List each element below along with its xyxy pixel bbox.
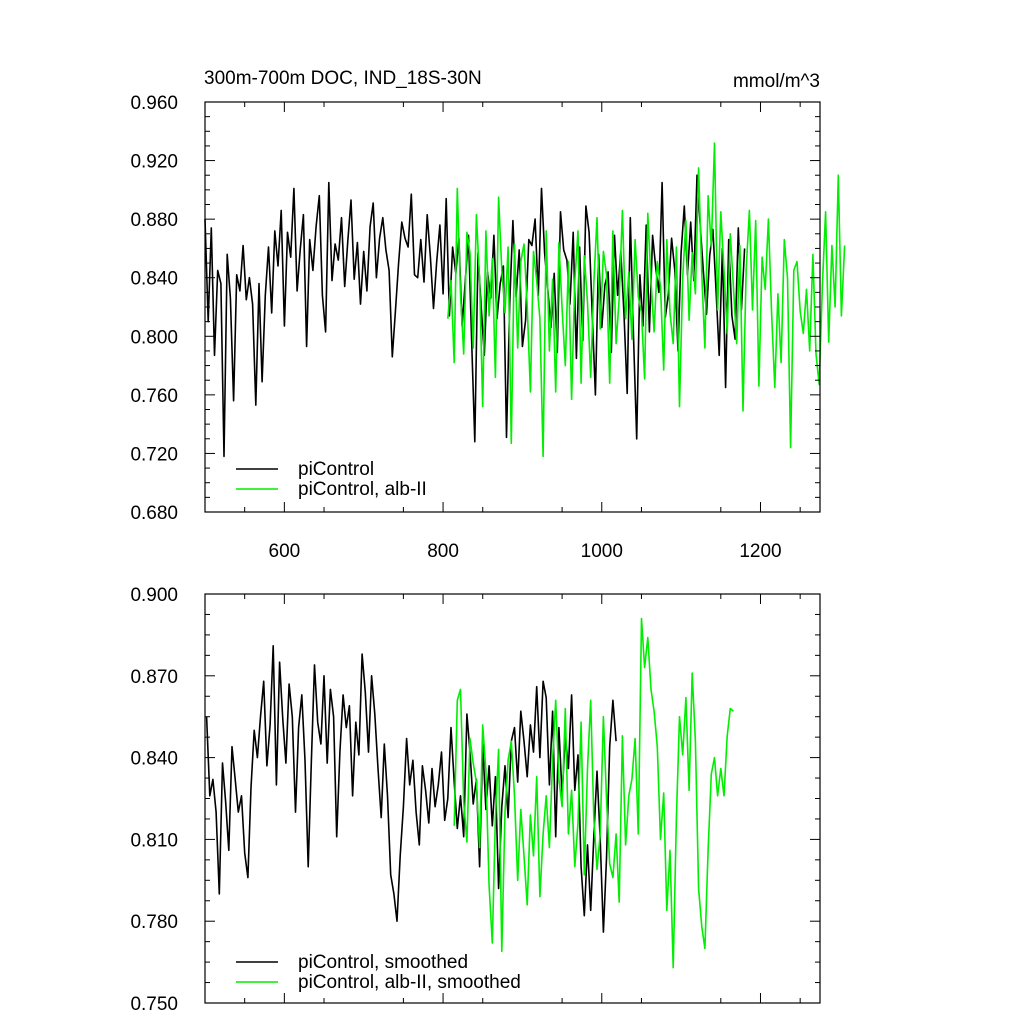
x-tick-label: 600 bbox=[269, 541, 301, 562]
series-line-2 bbox=[453, 617, 735, 969]
y-tick-label: 0.900 bbox=[130, 585, 178, 606]
legend-label-2: piControl, alb-II, smoothed bbox=[298, 972, 521, 993]
y-tick-label: 0.680 bbox=[130, 503, 178, 524]
series-line-1 bbox=[205, 645, 617, 933]
chart-title: 300m-700m DOC, IND_18S-30N bbox=[204, 68, 482, 89]
y-tick-label: 0.780 bbox=[130, 912, 178, 933]
series-line-2 bbox=[447, 142, 846, 458]
chart-panel-2: 0.750 0.780 0.810 0.840 0.870 0.900 piControl,… bbox=[130, 585, 821, 1015]
y-tick-label: 0.960 bbox=[130, 93, 178, 114]
x-tick-label: 1200 bbox=[739, 541, 781, 562]
y-tick-label: 0.760 bbox=[130, 386, 178, 407]
y-tick-label: 0.800 bbox=[130, 327, 178, 348]
legend-label-1: piControl, smoothed bbox=[298, 952, 468, 973]
x-tick-label: 1000 bbox=[581, 541, 623, 562]
x-tick-label: 800 bbox=[427, 541, 459, 562]
chart-panel-1: 0.680 0.720 0.760 0.800 0.840 0.880 0.920 0.960… bbox=[130, 68, 846, 562]
y-tick-label: 0.920 bbox=[130, 152, 178, 173]
y-tick-label: 0.840 bbox=[130, 749, 178, 770]
units-label: mmol/m^3 bbox=[733, 71, 820, 92]
series-line-1 bbox=[204, 174, 746, 458]
plot-frame bbox=[204, 593, 821, 1004]
y-tick-label: 0.750 bbox=[130, 994, 178, 1015]
y-tick-label: 0.870 bbox=[130, 667, 178, 688]
y-tick-label: 0.840 bbox=[130, 269, 178, 290]
y-tick-label: 0.720 bbox=[130, 444, 178, 465]
legend-label-1: piControl bbox=[298, 459, 374, 480]
y-tick-label: 0.880 bbox=[130, 210, 178, 231]
y-tick-label: 0.810 bbox=[130, 830, 178, 851]
legend-label-2: piControl, alb-II bbox=[298, 479, 427, 500]
